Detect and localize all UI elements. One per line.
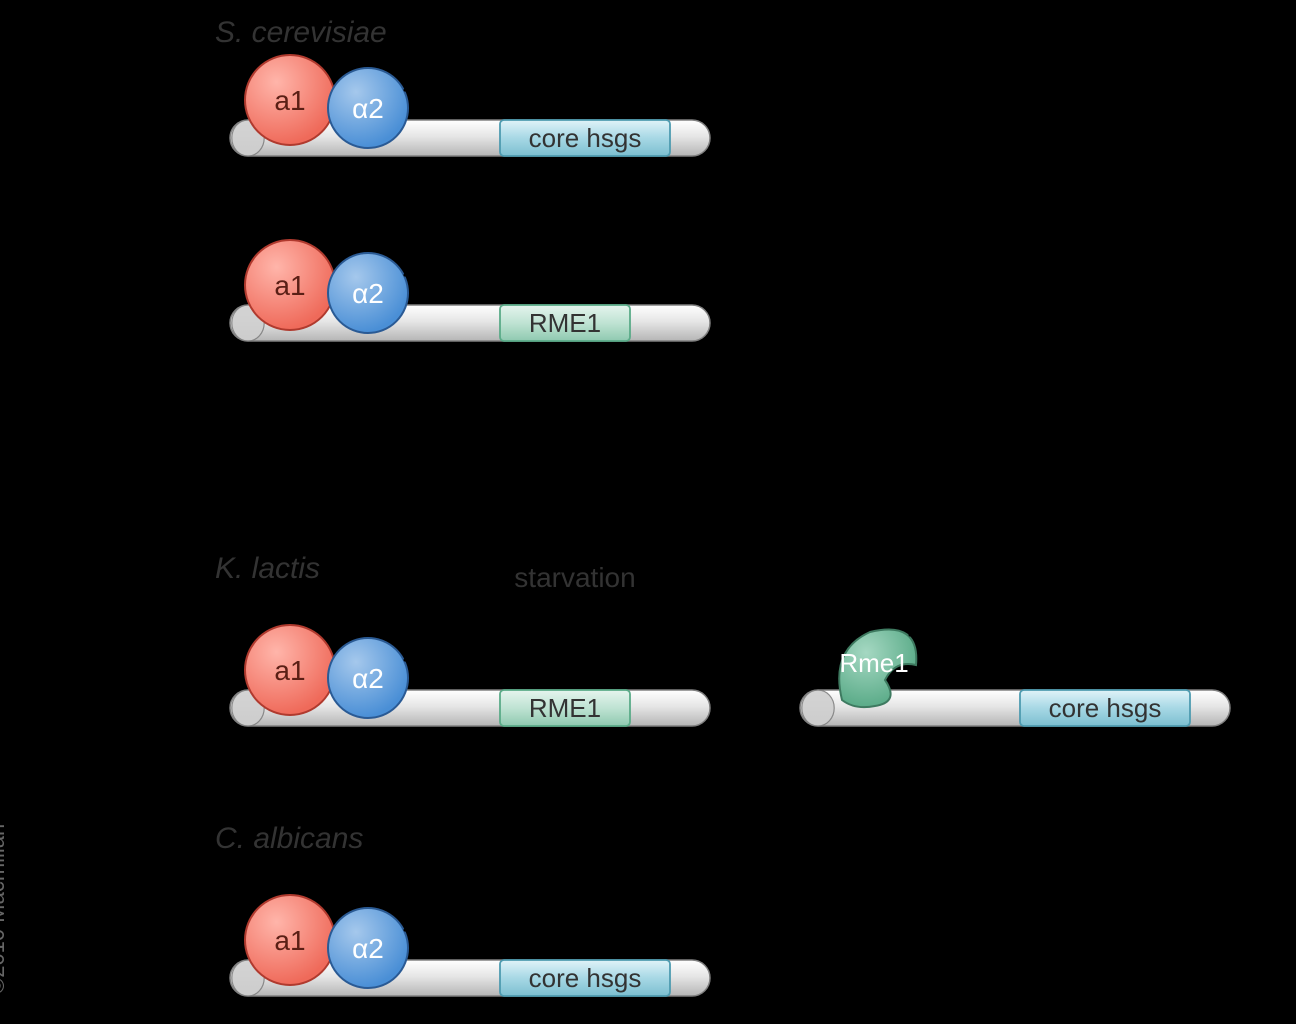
species-label: C. albicans: [215, 822, 363, 855]
diagram-svg: S. cerevisiae K. lactis C. albicans core hs…: [0, 0, 1296, 1024]
a1-protein-label: a1: [274, 655, 305, 686]
alpha2-protein-label: α2: [352, 93, 384, 124]
copyright-text: ©2010 Macmillan: [0, 824, 10, 994]
species-label: S. cerevisiae: [215, 16, 387, 49]
gene-label: core hsgs: [1049, 693, 1162, 723]
alpha2-protein-label: α2: [352, 933, 384, 964]
gene-label: RME1: [529, 308, 601, 338]
alpha2-protein-label: α2: [352, 278, 384, 309]
a1-protein-label: a1: [274, 270, 305, 301]
gene-label: core hsgs: [529, 963, 642, 993]
a1-protein-label: a1: [274, 925, 305, 956]
starvation-label: starvation: [514, 562, 635, 593]
rme1-protein-label: Rme1: [839, 648, 908, 678]
gene-label: core hsgs: [529, 123, 642, 153]
gene-label: RME1: [529, 693, 601, 723]
alpha2-protein-label: α2: [352, 663, 384, 694]
species-label: K. lactis: [215, 552, 320, 585]
a1-protein-label: a1: [274, 85, 305, 116]
